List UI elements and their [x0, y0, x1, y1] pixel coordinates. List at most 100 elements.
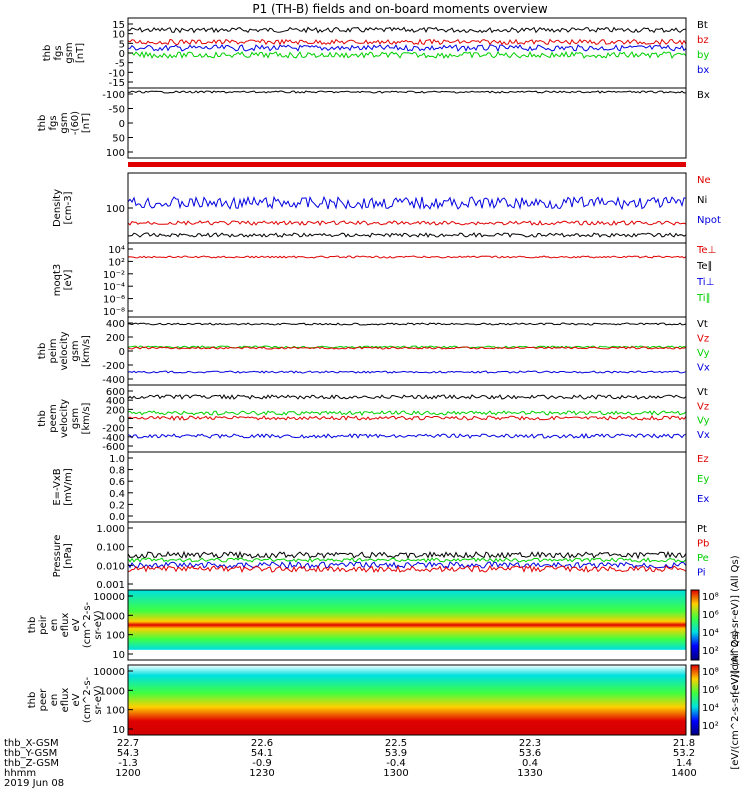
colorbar-tick: 10⁸ [702, 592, 719, 603]
footer-value: 1.4 [676, 758, 692, 769]
panel-4: 400 200 0 -200 -400 thbpeimvelocitygsm[km/s] V… [37, 316, 710, 386]
y-tick: 200 [106, 333, 125, 344]
y-label-line: fgs [53, 45, 64, 60]
colorbar-label: [eV/(cm^2-s-sr-eV)] (All Qs) [730, 555, 741, 694]
legend-Vz: Vz [697, 334, 709, 345]
legend-Pe: Pe [697, 553, 709, 564]
y-label-line: eV [71, 618, 82, 631]
series-vz [127, 346, 687, 350]
y-axis-label: thbpeimvelocitygsm[km/s] [37, 331, 92, 370]
y-tick: 10⁻⁶ [103, 295, 125, 306]
spectrogram [128, 590, 686, 660]
footer-value: 1330 [517, 768, 542, 779]
series-pe [127, 557, 687, 563]
y-label-line: [nPa] [63, 543, 74, 569]
colorbar [690, 664, 700, 736]
y-label-line: (cm^2-s- [82, 676, 93, 723]
panel-2: 100 Density[cm-3] Ne Ni Npot [52, 162, 721, 244]
y-axis-label: thbfgsgsm-(60)[nT] [37, 111, 92, 135]
y-tick: 10 [112, 725, 125, 736]
legend-Ni: Ni [697, 195, 707, 206]
y-tick: 10 [112, 650, 125, 661]
y-label-line: Density [52, 189, 63, 227]
y-label-line: en [49, 619, 60, 632]
colorbar-label: [eV/(cm^2-s-sr-eV)] (All Qs) [730, 630, 741, 769]
legend-Ez: Ez [697, 454, 709, 465]
y-tick: 50 [112, 134, 125, 145]
panel-9: 10⁸ 10⁶ 10⁴ 10² [eV/(cm^2-s-sr-eV)] (All Qs)… [27, 630, 741, 769]
y-label-line: [km/s] [81, 335, 92, 367]
y-tick: 0.4 [109, 489, 125, 500]
panel-frame [127, 589, 687, 661]
y-label-line: eV [71, 693, 82, 706]
y-tick: 10000 [93, 592, 125, 603]
plot-title: P1 (TH-B) fields and on-board moments ov… [252, 2, 548, 16]
footer-value: -1.3 [118, 758, 138, 769]
y-label-line: fgs [48, 115, 59, 130]
footer-row-label: thb_Z-GSM [4, 758, 59, 769]
panel-7: 1.000 0.100 0.010 0.001 Pressure[nPa] Pt Pb Pe P… [52, 521, 709, 591]
footer-row-label: 2019 Jun 08 [4, 778, 64, 789]
y-tick: 10 [112, 30, 125, 41]
y-label-line: [eV] [63, 270, 74, 291]
y-label-line: Pressure [52, 535, 63, 578]
y-tick: 0.0 [109, 512, 125, 523]
footer-value: 54.1 [251, 748, 273, 759]
y-tick: 10⁴ [108, 245, 125, 256]
y-tick: -400 [102, 375, 125, 386]
y-tick: -600 [102, 442, 125, 453]
y-tick: 1000 [100, 686, 125, 697]
y-label-line: sr-eV) [93, 610, 104, 639]
legend-Te∥: Te∥ [696, 261, 713, 272]
footer-row-label: thb_X-GSM [4, 738, 59, 749]
series-vx [127, 370, 687, 374]
y-label-line: velocity [59, 399, 70, 438]
footer-value: 53.9 [385, 748, 407, 759]
legend-Ti∥: Ti∥ [696, 293, 711, 304]
legend-Vz: Vz [697, 401, 709, 412]
panel-6: 1.00.80.60.40.20.0 E=-VxB[mV/m] Ez Ey Ex [52, 451, 709, 523]
y-label-line: gsm [59, 112, 70, 133]
y-label-line: thb [37, 343, 48, 360]
series-bz [127, 38, 687, 46]
series-pb [127, 564, 687, 574]
colorbar-tick: 10² [702, 646, 719, 657]
y-tick: 0.8 [109, 466, 125, 477]
series-vz [127, 415, 687, 421]
y-tick: 100 [106, 204, 125, 215]
y-tick: 10⁻⁴ [103, 282, 125, 293]
y-axis-label: thbpeemvelocitygsm[km/s] [37, 399, 92, 438]
y-tick: 400 [106, 396, 125, 407]
legend-Pi: Pi [697, 568, 706, 579]
y-tick: -5 [115, 59, 125, 70]
footer-value: 22.3 [519, 738, 541, 749]
y-axis-label: Pressure[nPa] [52, 535, 74, 578]
series-ni [128, 232, 687, 238]
y-label-line: [km/s] [81, 402, 92, 434]
y-tick: -400 [102, 433, 125, 444]
colorbar-tick: 10⁶ [702, 610, 719, 621]
footer-value: 22.5 [385, 738, 407, 749]
legend-Ey: Ey [697, 474, 709, 485]
y-label-line: peir [38, 614, 49, 634]
y-tick: 0.010 [96, 561, 125, 572]
y-tick: 0 [119, 347, 125, 358]
series-npot [127, 195, 687, 211]
legend-bz: bz [697, 35, 709, 46]
y-tick: -15 [109, 78, 125, 89]
y-axis-label: moqt3[eV] [52, 264, 74, 297]
y-tick: -200 [102, 424, 125, 435]
y-label-line: (cm^2-s- [82, 601, 93, 648]
series-pi [127, 560, 687, 570]
y-tick: 600 [106, 387, 125, 398]
y-tick: -10 [109, 68, 125, 79]
series-pt [127, 550, 687, 560]
y-tick: -100 [102, 90, 125, 101]
y-tick: -50 [109, 105, 125, 116]
series-vt [128, 322, 687, 326]
y-axis-label: thbpeerenefluxeV(cm^2-s-sr-eV) [27, 676, 104, 723]
y-label-line: E=-VxB [52, 468, 63, 505]
